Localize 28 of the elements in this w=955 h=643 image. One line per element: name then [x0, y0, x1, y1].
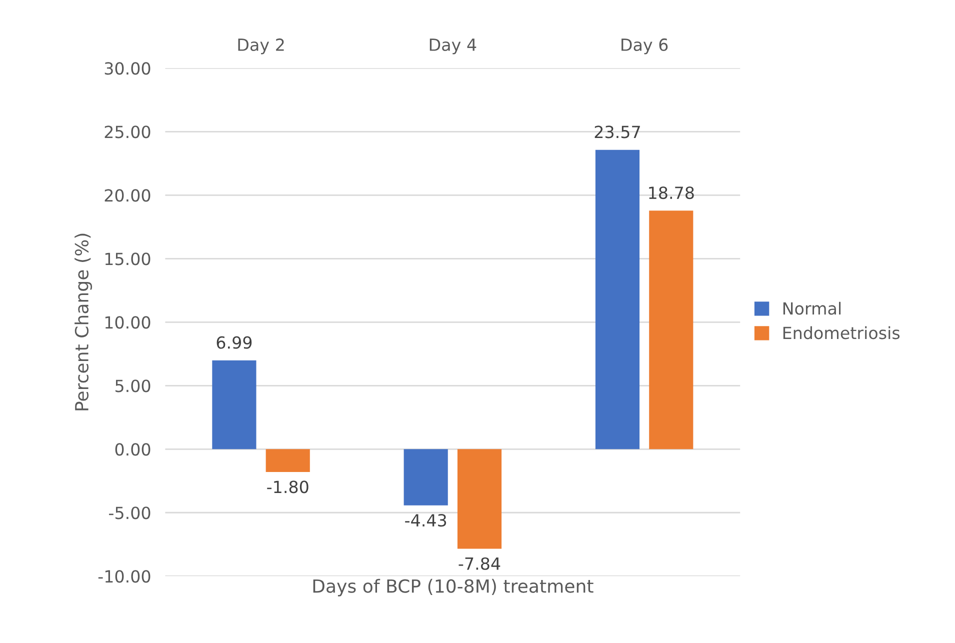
legend-label: Endometriosis	[783, 326, 900, 340]
data-label: 6.99	[216, 336, 252, 349]
data-label: 23.57	[594, 126, 640, 138]
bar	[649, 210, 694, 450]
y-tick-label: 20.00	[104, 189, 150, 202]
y-axis-title: Percent Change (%)	[74, 234, 92, 410]
y-tick-label: -10.00	[98, 570, 150, 583]
bar	[266, 449, 310, 472]
y-tick-label: 25.00	[104, 126, 150, 138]
y-tick-label: 10.00	[105, 316, 150, 329]
bar	[404, 449, 448, 506]
x-tick-label: Day 6	[622, 38, 668, 54]
x-tick-label: Day 4	[430, 38, 476, 54]
data-label: -4.43	[405, 514, 446, 527]
x-axis-title: Days of BCP (10-8M) treatment	[313, 578, 594, 596]
x-tick-label: Day 2	[238, 38, 284, 54]
data-label: -7.84	[458, 557, 500, 570]
bar	[212, 360, 256, 450]
data-label: -1.80	[267, 480, 308, 494]
data-label: 18.78	[649, 186, 694, 200]
legend-label: Normal	[783, 302, 841, 315]
y-tick-label: 30.00	[104, 62, 150, 75]
y-tick-label: 0.00	[115, 443, 150, 456]
y-tick-label: 5.00	[116, 380, 150, 392]
y-tick-label: 15.00	[105, 252, 150, 266]
y-tick-label: -5.00	[109, 506, 150, 520]
bar	[595, 150, 640, 450]
bar	[457, 449, 502, 549]
